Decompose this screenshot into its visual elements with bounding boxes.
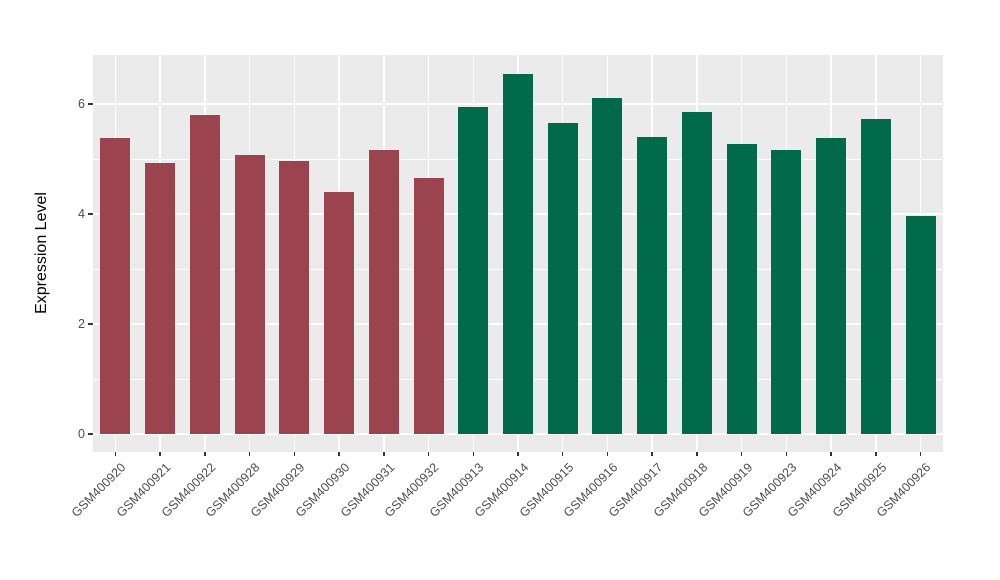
bar-GSM400929 [279, 161, 310, 434]
x-tick-mark [785, 452, 788, 456]
bar-GSM400913 [458, 106, 489, 434]
x-tick-mark [248, 452, 251, 456]
x-tick-mark [293, 452, 296, 456]
bar-GSM400931 [368, 150, 399, 434]
bar-GSM400916 [592, 97, 623, 434]
x-tick-mark [114, 452, 117, 456]
bar-GSM400921 [145, 162, 176, 434]
bar-GSM400932 [413, 178, 444, 434]
x-tick-mark [472, 452, 474, 456]
y-tick-label: 4 [78, 207, 85, 221]
plot-panel [93, 55, 943, 452]
x-axis: GSM400920 GSM400921 GSM400922 GSM400928 GSM4… [69, 452, 943, 580]
x-tick-mark [204, 452, 206, 456]
y-tick-label: 0 [78, 427, 85, 441]
major-gridline [93, 433, 943, 435]
x-tick-mark [875, 452, 877, 456]
x-tick-mark [830, 452, 832, 456]
x-tick-mark [740, 452, 743, 456]
x-tick-mark [383, 452, 385, 456]
bar-GSM400920 [100, 137, 131, 434]
bar-GSM400923 [771, 149, 802, 434]
bar-GSM400925 [860, 118, 891, 434]
y-tick-mark [88, 433, 93, 435]
bar-GSM400918 [681, 112, 712, 434]
y-tick-mark [88, 323, 93, 325]
x-tick-mark [159, 452, 161, 456]
y-tick-label: 6 [78, 97, 85, 111]
x-tick-mark [561, 452, 564, 456]
y-tick-label: 2 [78, 317, 85, 331]
y-tick-mark [88, 103, 93, 105]
x-tick-mark [517, 452, 519, 456]
x-tick-mark [338, 452, 340, 456]
bar-GSM400926 [905, 216, 936, 434]
bar-GSM400917 [637, 137, 668, 434]
x-tick-mark [919, 452, 922, 456]
bar-GSM400915 [547, 123, 578, 434]
bar-GSM400922 [189, 115, 220, 434]
bar-GSM400930 [324, 192, 355, 434]
y-tick-mark [88, 213, 93, 215]
y-axis: 0 2 4 6 [0, 55, 93, 452]
bar-GSM400919 [726, 144, 757, 434]
x-tick-mark [427, 452, 430, 456]
bar-GSM400928 [234, 155, 265, 434]
x-tick-mark [606, 452, 609, 456]
bar-GSM400924 [816, 138, 847, 434]
x-tick-mark [696, 452, 698, 456]
x-tick-mark [651, 452, 653, 456]
bar-GSM400914 [503, 73, 533, 434]
